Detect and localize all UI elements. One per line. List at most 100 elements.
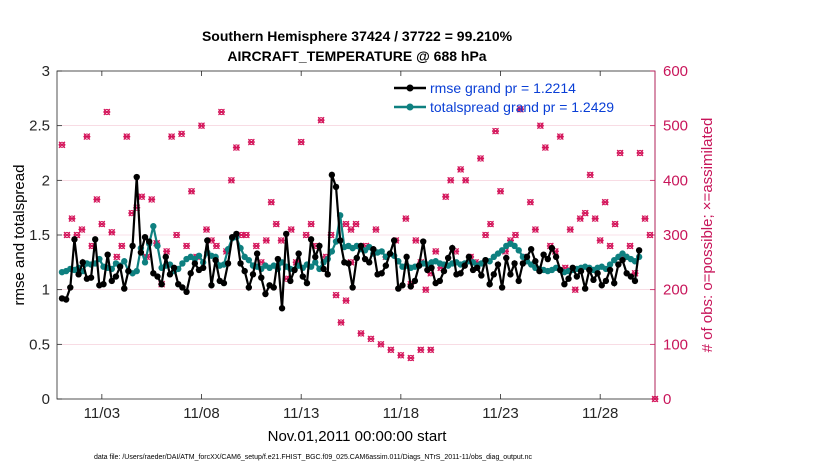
spread-point (498, 247, 506, 254)
rmse-point (428, 264, 435, 271)
obs-assimilated-marker (576, 215, 584, 223)
obs-assimilated-marker (417, 346, 425, 354)
spread-point (141, 259, 149, 266)
obs-assimilated-marker (113, 253, 121, 261)
rmse-point (473, 264, 481, 271)
obs-point (581, 209, 589, 217)
rmse-point (598, 282, 605, 289)
obs-assimilated-marker (397, 351, 405, 359)
rmse-point (461, 262, 468, 269)
obs-assimilated-marker (188, 187, 196, 195)
obs-point (601, 198, 609, 206)
obs-assimilated-marker (103, 108, 111, 116)
y-right-tick-label: 600 (663, 63, 688, 80)
rmse-point (565, 275, 572, 282)
obs-assimilated-marker (337, 319, 345, 326)
obs-assimilated-marker (611, 220, 619, 228)
obs-point (212, 242, 220, 250)
obs-point (332, 291, 340, 299)
rmse-point (444, 254, 452, 262)
obs-point (203, 226, 210, 233)
obs-point (372, 226, 380, 233)
rmse-point (116, 263, 124, 270)
obs-point (277, 237, 285, 244)
obs-assimilated-marker (422, 286, 430, 294)
obs-point (168, 133, 176, 141)
rmse-point (241, 267, 248, 275)
rmse-point (299, 273, 307, 280)
rmse-point (191, 260, 199, 267)
y-right-axis-ticks: 0 100 200 300 400 500 600 (650, 63, 688, 408)
obs-point (497, 187, 505, 195)
rmse-point (274, 255, 282, 263)
rmse-point (328, 171, 336, 179)
obs-point (148, 196, 156, 203)
y-right-axis-label: # of obs: o=possible; ×=assimilated (699, 118, 716, 353)
rmse-point (237, 260, 244, 267)
obs-point (387, 346, 395, 354)
obs-assimilated-marker (516, 105, 524, 113)
rmse-point (490, 271, 498, 278)
y-right-tick-label: 300 (663, 227, 688, 244)
obs-point (591, 215, 599, 223)
obs-point (447, 176, 455, 184)
obs-point (541, 144, 549, 151)
rmse-point (320, 265, 327, 273)
obs-assimilated-marker (616, 149, 624, 157)
rmse-point (390, 237, 398, 244)
obs-assimilated-marker (277, 237, 285, 244)
rmse-point (544, 255, 551, 263)
obs-assimilated-marker (591, 215, 599, 223)
rmse-point (420, 238, 427, 245)
rmse-point (100, 281, 107, 288)
y-right-tick-label: 500 (663, 118, 688, 135)
rmse-point (536, 267, 543, 275)
obs-point (63, 231, 71, 239)
obs-assimilated-marker (457, 165, 465, 173)
obs-point (616, 149, 624, 157)
rmse-point (498, 284, 506, 291)
obs-point (586, 171, 594, 179)
obs-point (252, 242, 260, 250)
rmse-point (411, 277, 419, 285)
spread-point (378, 248, 385, 255)
obs-assimilated-marker (541, 144, 549, 151)
obs-assimilated-marker (531, 226, 539, 233)
obs-point (317, 116, 325, 124)
rmse-point (141, 233, 149, 241)
legend-spread-label: totalspread grand pr = 1.2429 (430, 99, 614, 115)
obs-point (242, 231, 250, 239)
obs-point (347, 226, 355, 233)
y-left-tick-label: 2 (42, 172, 50, 189)
obs-assimilated-marker (586, 171, 594, 179)
rmse-point (386, 250, 394, 257)
rmse-point (316, 242, 323, 250)
obs-assimilated-marker (272, 220, 280, 228)
obs-point (302, 231, 310, 239)
obs-assimilated-marker (178, 130, 186, 138)
obs-point (596, 237, 604, 244)
rmse-point (112, 273, 120, 280)
obs-assimilated-marker (262, 237, 270, 244)
obs-assimilated-marker (242, 231, 250, 239)
rmse-point (312, 253, 319, 261)
obs-point (217, 108, 225, 116)
obs-point (427, 346, 435, 354)
rmse-point (62, 296, 70, 303)
rmse-point (170, 264, 178, 271)
rmse-point (527, 246, 535, 253)
obs-point (138, 193, 146, 201)
obs-point (287, 226, 295, 233)
rmse-point (606, 266, 614, 274)
obs-assimilated-marker (482, 231, 490, 239)
obs-assimilated-marker (198, 122, 206, 130)
obs-assimilated-marker (83, 133, 91, 141)
rmse-point (208, 282, 215, 289)
obs-point (641, 215, 649, 223)
obs-point (342, 297, 350, 305)
spread-point (179, 260, 186, 267)
rmse-point (233, 230, 240, 238)
obs-point (516, 105, 524, 113)
obs-point (227, 176, 235, 184)
